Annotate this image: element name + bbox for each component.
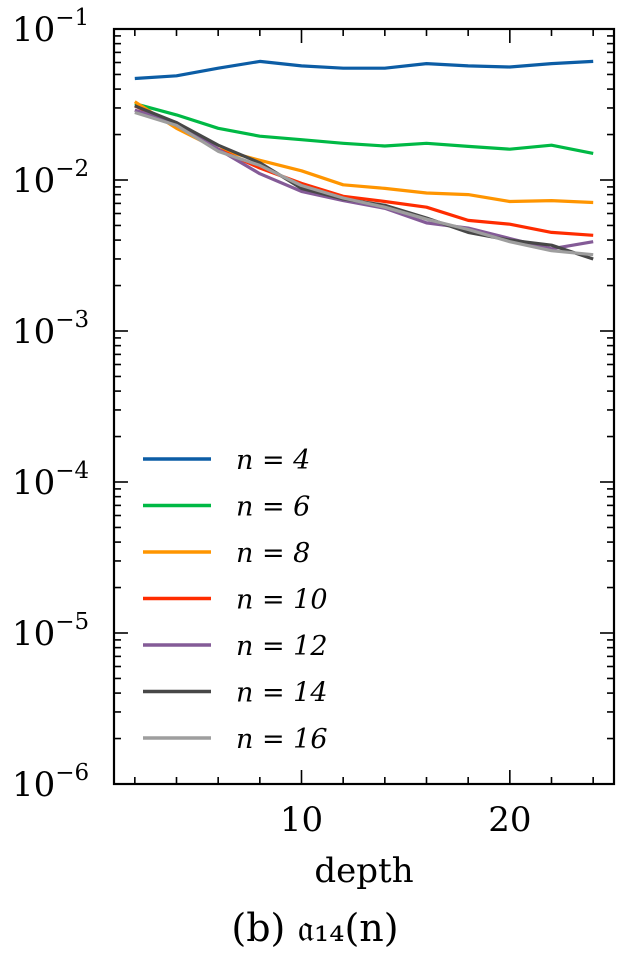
- y-tick-base: 10: [12, 463, 55, 503]
- x-tick-label: 10: [280, 800, 323, 840]
- series-line-2: [133, 100, 594, 205]
- series-line-5: [134, 104, 594, 261]
- y-tick-label: 10−1: [12, 5, 89, 50]
- y-tick-exponent: −3: [55, 307, 89, 333]
- series-line-0: [134, 59, 594, 81]
- series-line-1: [134, 102, 594, 155]
- x-tick-labels: 10 20: [280, 800, 532, 840]
- legend-label-4: n = 12: [236, 631, 328, 662]
- y-tick-label: 10−3: [12, 307, 89, 352]
- y-tick-base: 10: [12, 312, 55, 352]
- y-tick-base: 10: [12, 161, 55, 201]
- y-tick-base: 10: [12, 765, 55, 805]
- legend-label-1: n = 6: [236, 492, 310, 523]
- plot-frame: [112, 27, 616, 786]
- figure-caption: (b) 𝔞₁₄(n): [231, 906, 399, 950]
- y-tick-exponent: −6: [55, 760, 89, 786]
- y-tick-label: 10−2: [12, 156, 89, 201]
- legend-label-0: n = 4: [236, 445, 310, 476]
- legend-label-2: n = 8: [236, 538, 310, 569]
- y-tick-exponent: −1: [55, 5, 89, 31]
- y-tick-labels: 10−110−210−310−410−510−6: [12, 5, 89, 805]
- line-chart: 10−110−210−310−410−510−6 10 20 n = 4n = 6…: [12, 5, 616, 891]
- y-tick-exponent: −2: [55, 156, 89, 182]
- ticks-layer: [114, 28, 614, 785]
- legend-label-5: n = 14: [236, 678, 328, 709]
- y-tick-label: 10−5: [12, 609, 89, 654]
- y-tick-exponent: −4: [55, 458, 89, 484]
- legend-label-3: n = 10: [236, 585, 328, 616]
- x-tick-label: 20: [488, 800, 531, 840]
- legend: n = 4 n = 6 n = 8 n = 10 n = 12 n = 14 n = 16: [143, 445, 328, 755]
- x-axis-label: depth: [314, 851, 413, 891]
- series-line-6: [134, 110, 594, 257]
- y-tick-base: 10: [12, 10, 55, 50]
- y-tick-label: 10−6: [12, 760, 89, 805]
- y-tick-exponent: −5: [55, 609, 89, 635]
- y-tick-base: 10: [12, 614, 55, 654]
- legend-label-6: n = 16: [236, 724, 328, 755]
- series-layer: [133, 59, 594, 261]
- y-tick-label: 10−4: [12, 458, 89, 503]
